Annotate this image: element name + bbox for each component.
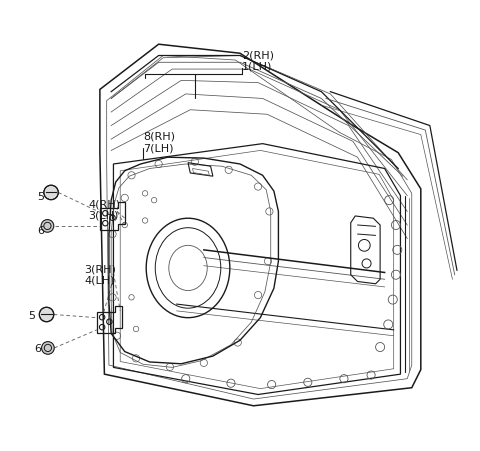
Text: 6: 6 [35, 343, 41, 353]
Text: 8(RH)
7(LH): 8(RH) 7(LH) [143, 131, 175, 153]
Text: 4(RH)
3(LH): 4(RH) 3(LH) [89, 199, 120, 221]
Circle shape [42, 342, 54, 354]
Circle shape [39, 308, 54, 322]
Circle shape [44, 186, 58, 200]
Text: 6: 6 [37, 225, 45, 235]
Text: 3(RH)
4(LH): 3(RH) 4(LH) [84, 263, 116, 285]
Text: 5: 5 [28, 311, 36, 321]
Text: 2(RH)
1(LH): 2(RH) 1(LH) [242, 50, 274, 72]
Text: 5: 5 [37, 191, 45, 201]
Circle shape [41, 220, 54, 233]
